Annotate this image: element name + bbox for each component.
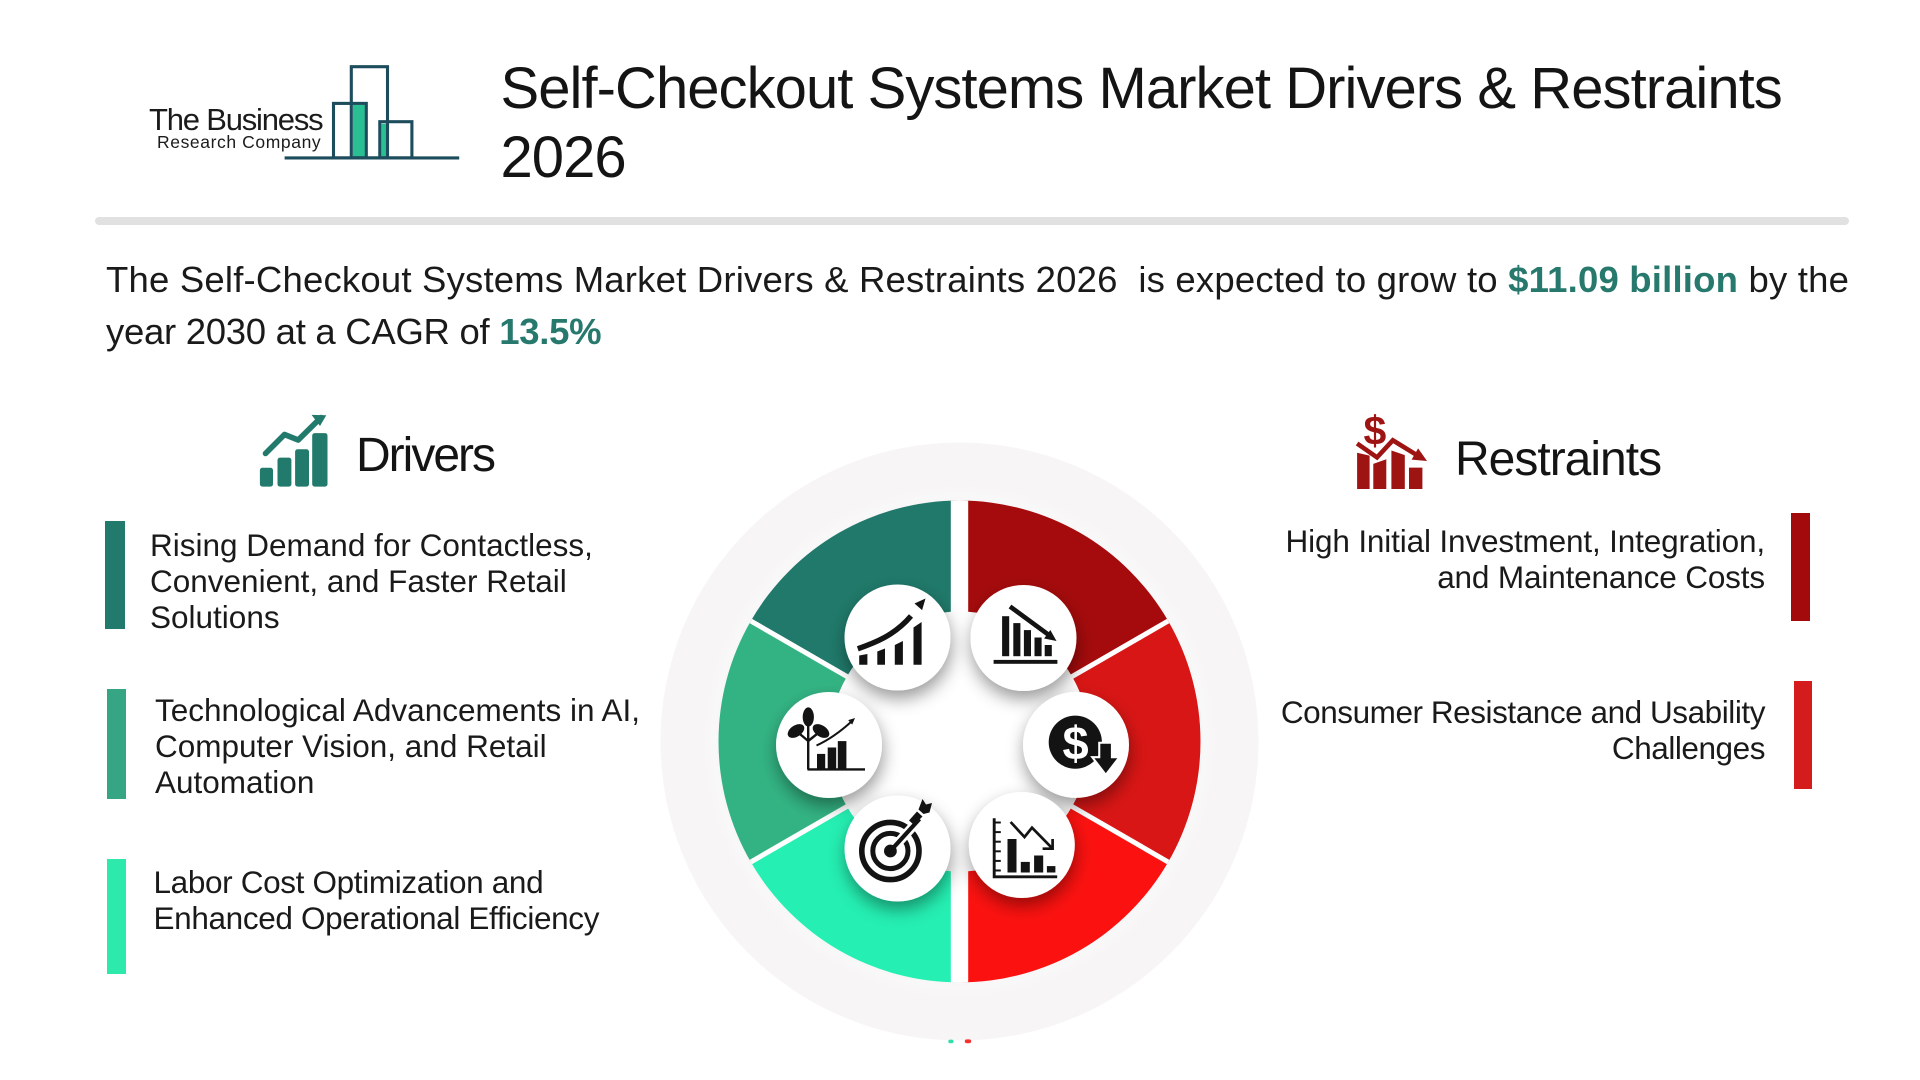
svg-text:$: $ [1063, 717, 1089, 770]
svg-text:$: $ [1363, 408, 1386, 454]
